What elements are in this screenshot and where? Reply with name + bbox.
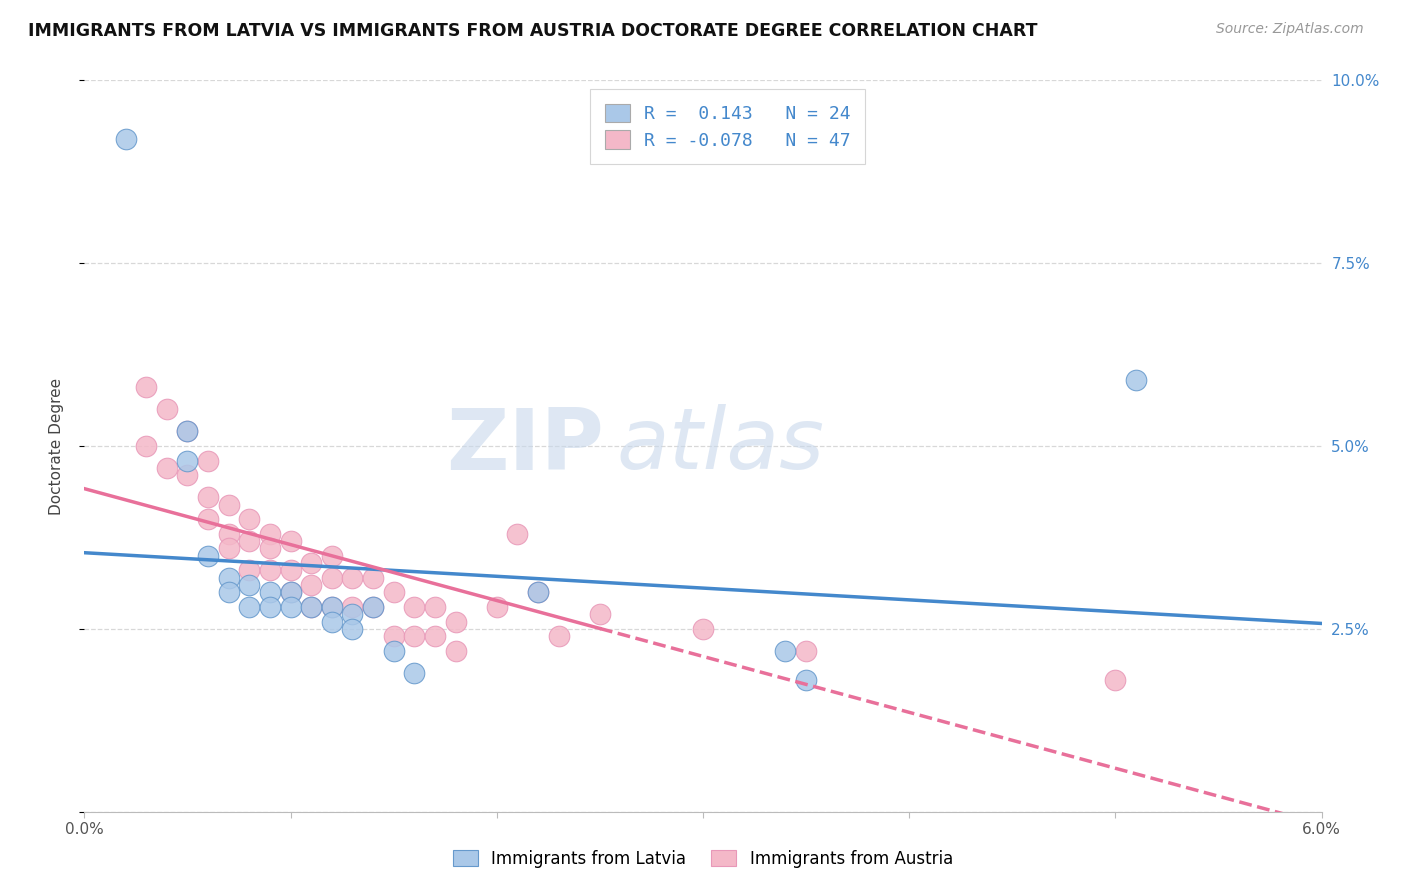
Point — [299, 578, 322, 592]
Point — [342, 571, 364, 585]
Point — [321, 615, 343, 629]
Point — [775, 644, 797, 658]
Point — [361, 599, 384, 614]
Point — [692, 622, 714, 636]
Point — [218, 585, 240, 599]
Point — [794, 644, 817, 658]
Point — [280, 585, 302, 599]
Point — [238, 512, 260, 526]
Point — [238, 578, 260, 592]
Point — [342, 599, 364, 614]
Point — [382, 585, 405, 599]
Point — [321, 571, 343, 585]
Point — [218, 571, 240, 585]
Point — [404, 665, 426, 680]
Point — [423, 599, 446, 614]
Point — [342, 622, 364, 636]
Point — [299, 556, 322, 570]
Point — [238, 599, 260, 614]
Point — [444, 615, 467, 629]
Point — [506, 526, 529, 541]
Text: atlas: atlas — [616, 404, 824, 488]
Legend: R =  0.143   N = 24, R = -0.078   N = 47: R = 0.143 N = 24, R = -0.078 N = 47 — [591, 89, 865, 164]
Point — [321, 599, 343, 614]
Point — [114, 132, 136, 146]
Point — [156, 402, 179, 417]
Point — [382, 629, 405, 643]
Point — [361, 599, 384, 614]
Point — [197, 490, 219, 504]
Point — [176, 453, 198, 467]
Point — [1125, 373, 1147, 387]
Point — [238, 534, 260, 549]
Point — [197, 512, 219, 526]
Point — [423, 629, 446, 643]
Point — [589, 607, 612, 622]
Point — [259, 526, 281, 541]
Y-axis label: Doctorate Degree: Doctorate Degree — [49, 377, 63, 515]
Point — [321, 549, 343, 563]
Point — [321, 599, 343, 614]
Point — [218, 541, 240, 556]
Point — [259, 599, 281, 614]
Point — [382, 644, 405, 658]
Point — [197, 549, 219, 563]
Point — [176, 425, 198, 439]
Point — [299, 599, 322, 614]
Point — [404, 599, 426, 614]
Text: IMMIGRANTS FROM LATVIA VS IMMIGRANTS FROM AUSTRIA DOCTORATE DEGREE CORRELATION C: IMMIGRANTS FROM LATVIA VS IMMIGRANTS FRO… — [28, 22, 1038, 40]
Point — [135, 380, 157, 394]
Point — [176, 468, 198, 483]
Point — [527, 585, 550, 599]
Text: Source: ZipAtlas.com: Source: ZipAtlas.com — [1216, 22, 1364, 37]
Point — [299, 599, 322, 614]
Point — [238, 563, 260, 577]
Point — [1104, 673, 1126, 687]
Point — [259, 585, 281, 599]
Point — [485, 599, 508, 614]
Point — [361, 571, 384, 585]
Point — [135, 439, 157, 453]
Point — [197, 453, 219, 467]
Point — [444, 644, 467, 658]
Point — [527, 585, 550, 599]
Point — [259, 563, 281, 577]
Point — [280, 599, 302, 614]
Point — [156, 461, 179, 475]
Point — [218, 498, 240, 512]
Point — [404, 629, 426, 643]
Point — [547, 629, 569, 643]
Point — [342, 607, 364, 622]
Point — [218, 526, 240, 541]
Legend: Immigrants from Latvia, Immigrants from Austria: Immigrants from Latvia, Immigrants from … — [446, 844, 960, 875]
Point — [280, 563, 302, 577]
Point — [280, 585, 302, 599]
Point — [259, 541, 281, 556]
Point — [176, 425, 198, 439]
Point — [794, 673, 817, 687]
Text: ZIP: ZIP — [446, 404, 605, 488]
Point — [280, 534, 302, 549]
